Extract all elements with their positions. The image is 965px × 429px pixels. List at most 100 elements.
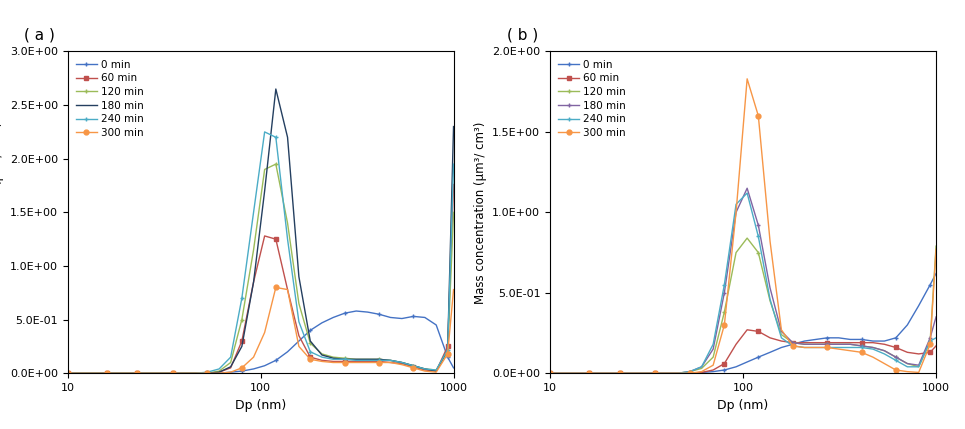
300 min	[890, 367, 901, 372]
180 min	[350, 357, 362, 362]
240 min	[339, 357, 350, 362]
60 min	[385, 360, 397, 365]
300 min	[544, 371, 556, 376]
180 min	[878, 348, 890, 353]
0 min	[544, 371, 556, 376]
300 min	[764, 239, 776, 244]
240 min	[868, 347, 879, 352]
300 min	[844, 348, 856, 353]
0 min	[821, 335, 833, 341]
0 min	[448, 365, 459, 370]
240 min	[373, 358, 385, 363]
120 min	[636, 371, 648, 376]
180 min	[407, 363, 419, 368]
240 min	[131, 371, 143, 376]
0 min	[430, 323, 442, 328]
120 min	[764, 298, 776, 303]
60 min	[213, 369, 225, 375]
300 min	[924, 341, 936, 347]
300 min	[167, 371, 179, 376]
180 min	[719, 290, 731, 295]
180 min	[120, 371, 131, 376]
180 min	[930, 314, 942, 320]
X-axis label: Dp (nm): Dp (nm)	[234, 399, 287, 411]
300 min	[131, 371, 143, 376]
0 min	[924, 282, 936, 287]
Text: ( b ): ( b )	[507, 28, 538, 43]
120 min	[544, 371, 556, 376]
180 min	[202, 371, 213, 376]
0 min	[327, 315, 339, 320]
180 min	[317, 353, 328, 358]
120 min	[776, 332, 787, 337]
0 min	[259, 363, 270, 368]
120 min	[111, 371, 123, 376]
60 min	[741, 327, 753, 332]
0 min	[844, 337, 856, 342]
120 min	[684, 369, 696, 374]
120 min	[878, 348, 890, 353]
180 min	[190, 371, 202, 376]
120 min	[396, 360, 407, 365]
0 min	[660, 371, 672, 376]
300 min	[833, 347, 844, 352]
120 min	[419, 366, 430, 372]
240 min	[77, 371, 89, 376]
60 min	[821, 340, 833, 345]
180 min	[62, 371, 73, 376]
Line: 240 min: 240 min	[65, 130, 456, 376]
60 min	[560, 371, 571, 376]
0 min	[62, 371, 73, 376]
0 min	[776, 345, 787, 350]
300 min	[614, 371, 625, 376]
180 min	[560, 371, 571, 376]
60 min	[419, 367, 430, 372]
240 min	[190, 371, 202, 376]
60 min	[131, 371, 143, 376]
300 min	[270, 285, 282, 290]
240 min	[90, 371, 101, 376]
240 min	[305, 349, 317, 354]
240 min	[396, 360, 407, 365]
240 min	[101, 371, 113, 376]
0 min	[878, 338, 890, 344]
240 min	[350, 358, 362, 363]
0 min	[624, 371, 636, 376]
0 min	[153, 371, 165, 376]
180 min	[924, 335, 936, 341]
60 min	[868, 340, 879, 345]
0 min	[602, 371, 614, 376]
300 min	[930, 247, 942, 252]
240 min	[764, 297, 776, 302]
180 min	[741, 186, 753, 191]
300 min	[213, 371, 225, 376]
120 min	[584, 371, 595, 376]
300 min	[202, 371, 213, 376]
180 min	[153, 371, 165, 376]
180 min	[213, 369, 225, 375]
300 min	[407, 365, 419, 370]
60 min	[636, 371, 648, 376]
120 min	[362, 357, 373, 362]
120 min	[350, 357, 362, 362]
60 min	[120, 371, 131, 376]
240 min	[878, 351, 890, 356]
300 min	[225, 369, 236, 375]
300 min	[142, 371, 153, 376]
180 min	[636, 371, 648, 376]
Line: 180 min: 180 min	[547, 186, 939, 376]
120 min	[270, 162, 282, 167]
240 min	[448, 162, 459, 167]
300 min	[259, 330, 270, 335]
60 min	[707, 367, 719, 372]
0 min	[167, 371, 179, 376]
180 min	[614, 371, 625, 376]
240 min	[270, 135, 282, 140]
60 min	[236, 338, 248, 344]
120 min	[101, 371, 113, 376]
120 min	[282, 221, 293, 226]
120 min	[707, 354, 719, 360]
300 min	[339, 360, 350, 365]
180 min	[764, 285, 776, 290]
240 min	[707, 341, 719, 347]
